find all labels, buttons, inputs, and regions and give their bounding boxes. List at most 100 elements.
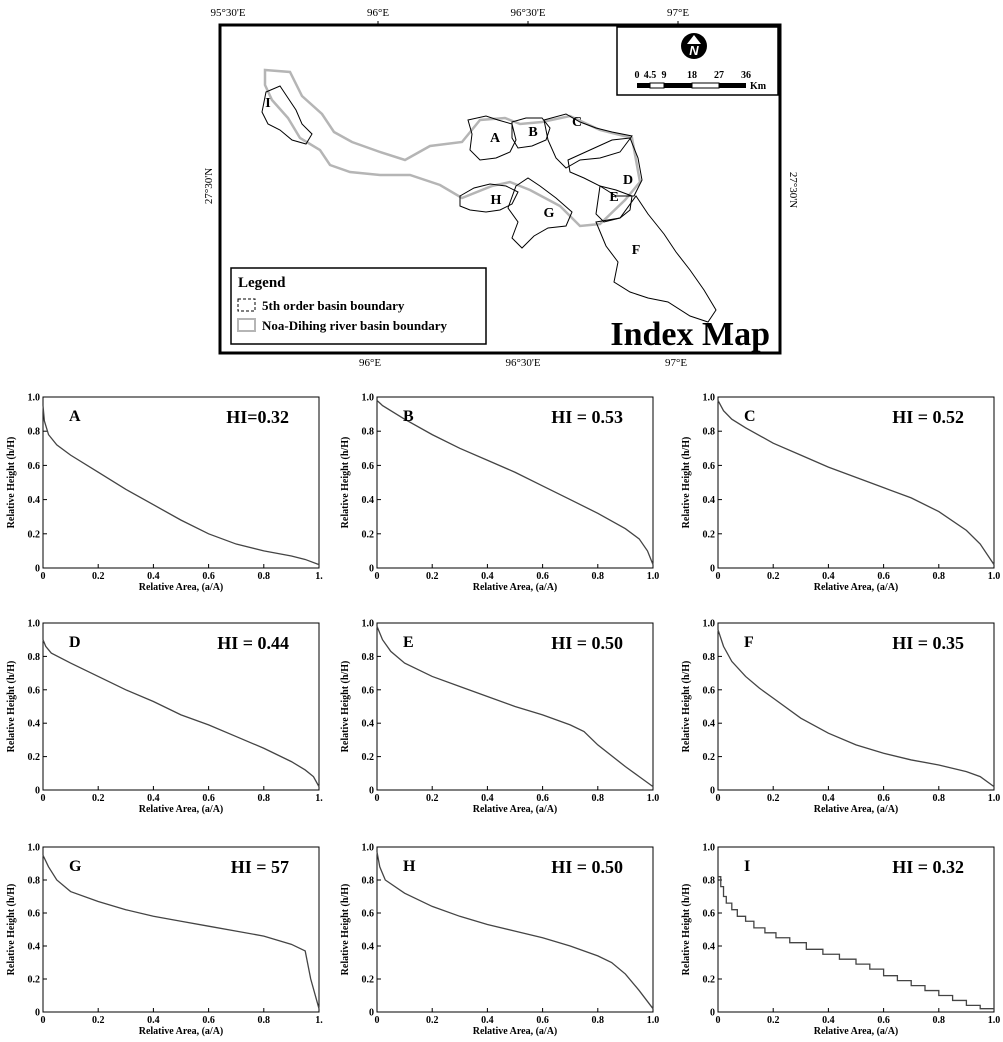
hypsometric-curve-panels: 0 0.2 0.4 0.6 0.8 1.00.20.40.60.81.0Relative … xyxy=(6,393,1000,1038)
y-tick-label: 0.2 xyxy=(703,529,716,540)
y-tick-label: 0.6 xyxy=(362,909,375,920)
legend-item: 5th order basin boundary xyxy=(262,298,405,313)
hypsometric-curve-d xyxy=(42,639,320,787)
x-tick-label: 0.2 xyxy=(767,1015,780,1026)
x-tick-label: 0.4 xyxy=(147,793,160,804)
x-tick-label: 0.6 xyxy=(536,1015,549,1026)
y-tick-label: 0 xyxy=(710,786,715,797)
basin-boundary-h xyxy=(459,183,519,213)
y-tick-label: 0.2 xyxy=(362,752,375,763)
y-tick-label: 0.8 xyxy=(703,427,716,438)
hypsometric-curve-i xyxy=(718,876,994,1010)
y-tick-label: 0.8 xyxy=(362,427,375,438)
y-tick-label: 0.2 xyxy=(362,975,375,986)
plot-frame xyxy=(717,396,995,569)
x-tick-label: 0 xyxy=(375,793,380,804)
panel-letter: A xyxy=(69,408,81,425)
x-tick-label: 0.2 xyxy=(92,793,105,804)
y-tick-label: 0.2 xyxy=(703,975,716,986)
scale-label: 27 xyxy=(714,70,724,81)
y-axis-label: Relative Height (h/H) xyxy=(6,437,17,529)
y-tick-label: 0.4 xyxy=(28,495,41,506)
x-tick-label: 0.6 xyxy=(877,571,890,582)
scale-label: 9 xyxy=(662,70,667,81)
legend-title: Legend xyxy=(238,275,286,291)
hypsometric-integral-label: HI = 0.44 xyxy=(217,633,289,653)
y-tick-label: 0.4 xyxy=(362,942,375,953)
x-tick-label: 0 xyxy=(41,793,46,804)
scale-label: 18 xyxy=(687,70,697,81)
y-tick-label: 1.0 xyxy=(703,393,716,404)
scale-label: 0 xyxy=(635,70,640,81)
y-tick-label: 0.4 xyxy=(28,719,41,730)
y-tick-label: 0.8 xyxy=(362,652,375,663)
basin-boundary-c xyxy=(543,113,633,169)
x-tick-label: 0.8 xyxy=(933,793,946,804)
y-tick-label: 0.4 xyxy=(703,495,716,506)
y-axis-label: Relative Height (h/H) xyxy=(340,661,351,753)
y-tick-label: 0.2 xyxy=(28,529,41,540)
x-tick-label: 0 xyxy=(716,571,721,582)
y-tick-label: 0.6 xyxy=(703,461,716,472)
y-tick-label: 0.8 xyxy=(28,652,41,663)
north-scale-box: N 0 4.5 9 18 27 36 Km xyxy=(616,26,779,96)
y-tick-label: 1.0 xyxy=(703,619,716,630)
north-arrow-icon xyxy=(681,33,707,59)
y-axis-label: Relative Height (h/H) xyxy=(6,661,17,753)
basin-boundary-a xyxy=(467,115,517,161)
x-tick-label: 0.6 xyxy=(536,793,549,804)
x-axis-label: Relative Area, (a/A) xyxy=(473,582,558,593)
scale-bar-segment xyxy=(649,82,665,89)
x-tick-label: 0.2 xyxy=(426,571,439,582)
x-axis-label: Relative Area, (a/A) xyxy=(814,804,899,815)
x-tick-label: 0.6 xyxy=(536,571,549,582)
y-tick-label: 0 xyxy=(369,1008,374,1019)
x-tick-label: 0.4 xyxy=(147,1015,160,1026)
hypsometric-curve-g xyxy=(42,854,320,1009)
x-tick-label: 0.2 xyxy=(92,571,105,582)
x-tick-label: 0.6 xyxy=(202,793,215,804)
y-tick-label: 0.8 xyxy=(703,652,716,663)
hypsometric-curve-c xyxy=(717,400,995,565)
chart-panel-g: 0 0.2 0.4 0.6 0.8 1.00.20.40.60.81.0Relative … xyxy=(6,843,323,1038)
x-tick-label: 0.6 xyxy=(877,793,890,804)
panel-letter: F xyxy=(744,634,754,651)
y-tick-label: 1.0 xyxy=(28,393,41,404)
y-tick-label: 0.6 xyxy=(703,909,716,920)
index-map: 95°30'E 96°E 96°30'E 97°E 96°E 96°30'E 9… xyxy=(203,7,799,369)
y-tick-label: 0.2 xyxy=(28,752,41,763)
north-arrow-head-icon xyxy=(687,35,701,44)
x-tick-label: 0.2 xyxy=(92,1015,105,1026)
basin-label-i: I xyxy=(265,96,270,111)
x-tick-label: 0.8 xyxy=(592,571,605,582)
x-tick-label: 1.0 xyxy=(988,1015,1001,1026)
chart-panel-c: 0 0.2 0.4 0.6 0.8 1.0 0 0.2 0.4 0.6 0.8 1.0 Relative… xyxy=(681,393,1000,594)
x-tick-label: 0 xyxy=(716,793,721,804)
plot-frame xyxy=(717,846,995,1013)
y-tick-label: 0.2 xyxy=(28,975,41,986)
y-tick-label: 0.8 xyxy=(28,427,41,438)
y-axis-label: Relative Height (h/H) xyxy=(681,884,692,976)
basin-label-e: E xyxy=(609,190,618,205)
x-axis-label: Relative Area, (a/A) xyxy=(814,582,899,593)
x-tick-label: 0 xyxy=(716,1015,721,1026)
x-tick-label: 0.4 xyxy=(481,1015,494,1026)
x-tick-label: 1. xyxy=(315,571,323,582)
basin-label-d: D xyxy=(623,173,633,188)
hypsometric-integral-label: HI=0.32 xyxy=(226,407,289,427)
chart-panel-i: 0 0.2 0.4 0.6 0.8 1.0 0 0.2 0.4 0.6 0.8 1.0 Relative… xyxy=(681,843,1000,1038)
y-tick-label: 0 xyxy=(35,1008,40,1019)
x-tick-label: 0 xyxy=(41,571,46,582)
x-axis-label: Relative Area, (a/A) xyxy=(814,1026,899,1037)
panel-letter: E xyxy=(403,634,414,651)
legend-swatch-river-basin xyxy=(237,318,256,332)
top-coord-label: 96°E xyxy=(367,7,389,19)
chart-panel-e: 0 0.2 0.4 0.6 0.8 1.0 0 0.2 0.4 0.6 0.8 1.0 Relative… xyxy=(340,619,659,816)
y-tick-label: 1.0 xyxy=(28,843,41,854)
hypsometric-integral-label: HI = 0.35 xyxy=(892,633,964,653)
basin-boundary-b xyxy=(511,117,551,149)
plot-frame xyxy=(376,846,654,1013)
plot-frame xyxy=(717,622,995,791)
y-tick-label: 0.6 xyxy=(28,461,41,472)
x-tick-label: 1.0 xyxy=(988,571,1001,582)
